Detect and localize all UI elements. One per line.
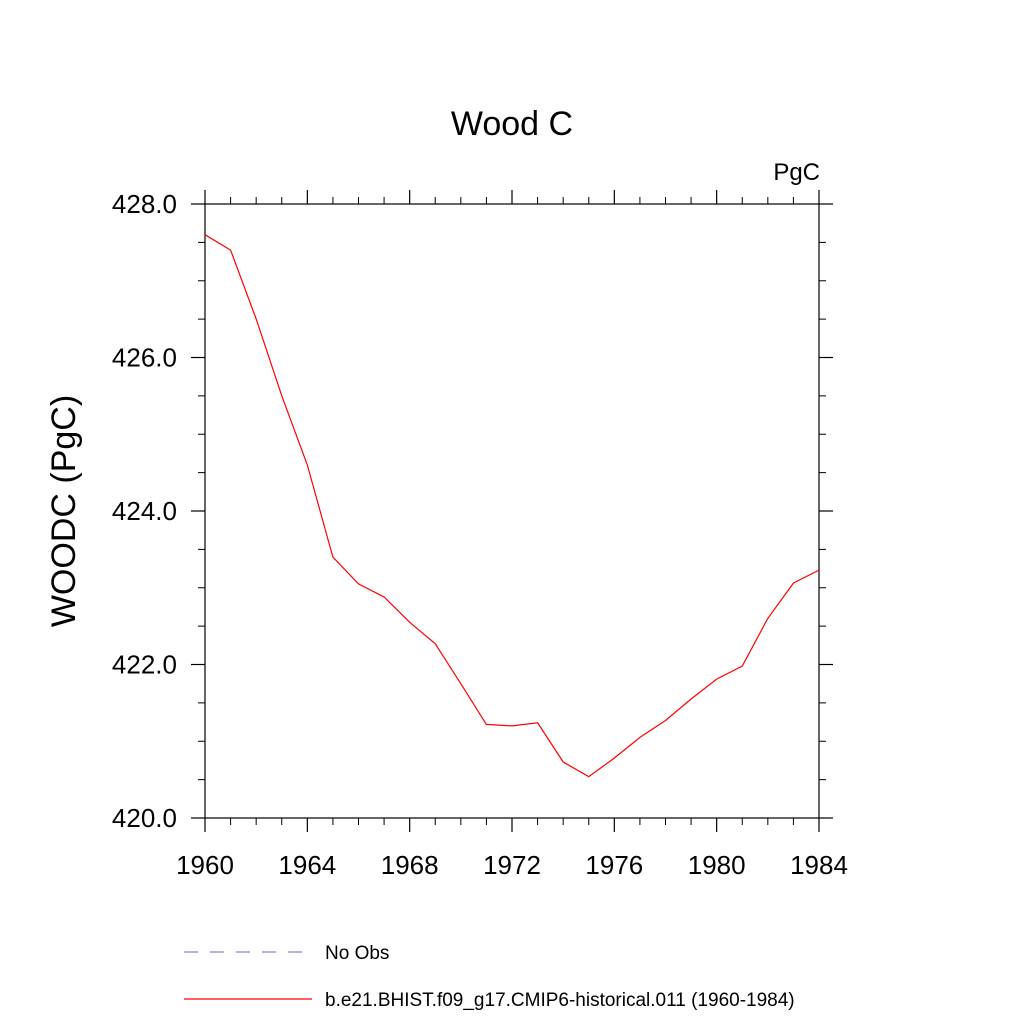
units-label: PgC [773, 159, 820, 186]
series-layer [204, 234, 820, 778]
x-tick-label: 1980 [688, 850, 746, 880]
y-tick-label: 420.0 [112, 803, 177, 833]
x-tick-label: 1984 [790, 850, 848, 880]
x-tick-label: 1976 [585, 850, 643, 880]
axis-ticks [191, 190, 833, 832]
legend-label: No Obs [325, 943, 389, 964]
legend-label: b.e21.BHIST.f09_g17.CMIP6-historical.011… [325, 990, 795, 1011]
chart-title: Wood C [451, 105, 573, 143]
y-tick-label: 428.0 [112, 189, 177, 219]
y-tick-label: 422.0 [112, 650, 177, 680]
x-tick-label: 1960 [176, 850, 234, 880]
x-tick-label: 1964 [278, 850, 336, 880]
legend: No Obs b.e21.BHIST.f09_g17.CMIP6-historic… [184, 943, 795, 1011]
y-tick-label: 426.0 [112, 343, 177, 373]
axis-tick-labels: 1960 1964 1968 1972 1976 1980 1984 420.0 422.0 42… [112, 189, 848, 880]
y-axis-label: WOODC (PgC) [45, 395, 83, 627]
x-tick-label: 1972 [483, 850, 541, 880]
y-tick-label: 424.0 [112, 496, 177, 526]
x-tick-label: 1968 [381, 850, 439, 880]
series-line-0 [204, 234, 820, 778]
